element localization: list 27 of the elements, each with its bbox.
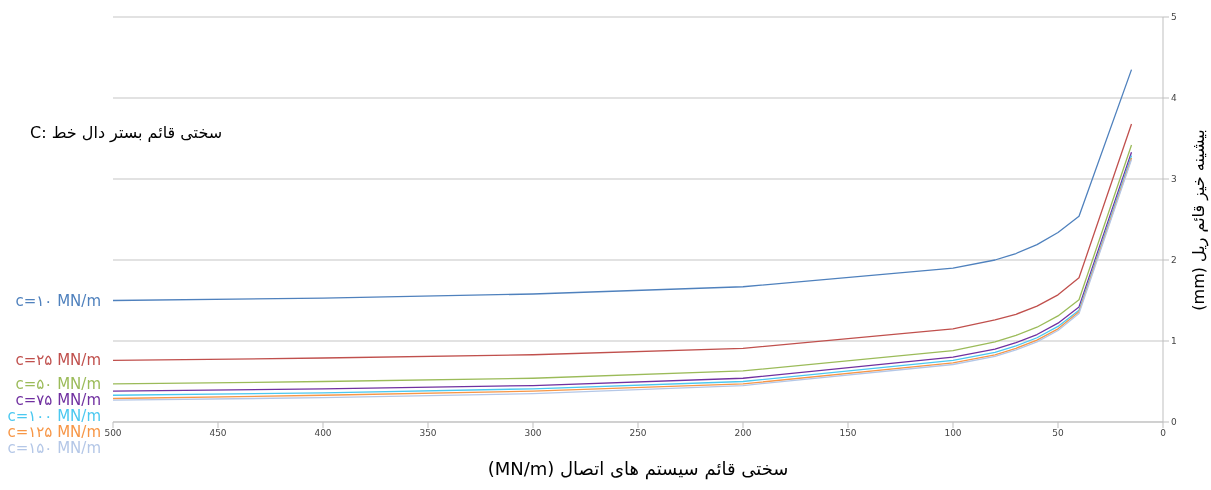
x-tick-label: 150: [839, 428, 857, 439]
series-label: c=۵۰ MN/m: [15, 374, 101, 393]
x-tick-label: 350: [419, 428, 437, 439]
x-tick-label: 250: [629, 428, 647, 439]
y-axis-title: بیشینه خیز قائم ریل (mm): [1188, 128, 1208, 311]
series-label: c=۷۵ MN/m: [15, 390, 101, 409]
y-tick-label: 2: [1171, 255, 1177, 266]
x-tick-label: 50: [1052, 428, 1064, 439]
text: c=۱۵۰ MN/m: [7, 438, 101, 457]
x-tick-label: 200: [734, 428, 752, 439]
y-tick-label: 5: [1171, 12, 1177, 23]
series-label: c=۱۰۰ MN/m: [7, 406, 101, 425]
y-tick-label: 4: [1171, 93, 1177, 104]
series-label: c=۱۰ MN/m: [15, 291, 101, 310]
x-tick-label: 100: [944, 428, 962, 439]
x-axis-title: سختی قائم سیستم های اتصال (MN/m): [486, 458, 790, 479]
series-label: c=۲۵ MN/m: [15, 351, 101, 370]
x-tick-label: 400: [314, 428, 332, 439]
annotation: C: سختی قائم بستر دال خط: [30, 123, 223, 142]
y-tick-label: 0: [1171, 417, 1177, 428]
x-tick-label: 500: [104, 428, 122, 439]
x-tick-label: 0: [1160, 428, 1167, 439]
x-tick-label: 300: [524, 428, 542, 439]
x-tick-label: 450: [209, 428, 227, 439]
y-tick-label: 3: [1171, 174, 1177, 185]
series-label: c=۱۲۵ MN/m: [7, 422, 101, 441]
y-tick-label: 1: [1171, 336, 1177, 347]
